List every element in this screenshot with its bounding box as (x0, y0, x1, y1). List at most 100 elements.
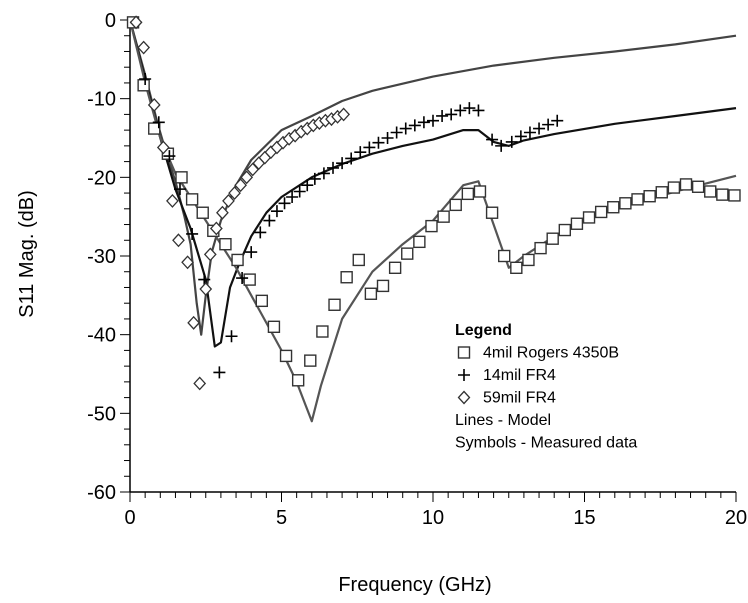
point-plus (254, 226, 267, 239)
point-square (546, 232, 559, 245)
point-square (510, 261, 523, 274)
point-plus (213, 366, 226, 379)
point-plus (408, 119, 421, 132)
point-square (498, 249, 511, 263)
point-square (716, 188, 729, 201)
point-square (667, 181, 681, 194)
point-square (175, 171, 188, 184)
x-tick-label: 0 (124, 507, 135, 529)
point-square (449, 198, 462, 212)
y-tick-label: 0 (105, 10, 116, 32)
point-diamond (240, 170, 254, 185)
point-plus (372, 136, 385, 149)
legend-entry-label: 14mil FR4 (483, 367, 556, 384)
legend-diamond-icon (457, 390, 471, 405)
point-plus (198, 273, 211, 286)
point-plus (336, 157, 349, 170)
point-square (655, 186, 668, 199)
legend-entry-label: 4mil Rogers 4350B (483, 345, 619, 362)
point-plus (399, 122, 412, 135)
point-square (485, 206, 499, 219)
point-square (255, 294, 269, 308)
point-square (304, 354, 317, 367)
legend: Legend 4mil Rogers 4350B 14mil FR4 59mil FR… (455, 322, 637, 452)
measured-markers (126, 15, 741, 391)
point-plus (533, 122, 546, 135)
point-diamond (193, 376, 207, 391)
point-square (704, 185, 717, 198)
point-square (594, 205, 608, 219)
x-tick-label: 10 (422, 507, 444, 529)
point-plus (139, 73, 152, 85)
point-square (473, 185, 487, 198)
point-square (364, 287, 378, 300)
point-square (279, 349, 293, 363)
point-diamond (147, 97, 161, 112)
point-square (728, 189, 741, 202)
point-diamond (166, 193, 179, 208)
y-axis-label: S11 Mag. (dB) (16, 190, 38, 317)
point-plus (345, 152, 358, 165)
legend-note: Symbols - Measured data (455, 435, 637, 452)
model-line-59mil (128, 19, 737, 336)
point-diamond (199, 282, 213, 297)
point-diamond (222, 193, 235, 208)
point-diamond (337, 107, 350, 122)
y-tick-label: -20 (87, 167, 116, 189)
point-square (582, 211, 596, 224)
point-diamond (203, 247, 217, 262)
point-plus (327, 161, 340, 174)
point-diamond (137, 40, 151, 55)
point-plus (363, 141, 376, 154)
point-square (401, 247, 414, 260)
point-square (679, 178, 693, 191)
point-diamond (228, 186, 241, 201)
point-diamond (181, 255, 194, 270)
point-plus (472, 104, 485, 117)
point-plus (186, 227, 199, 240)
point-square (570, 217, 584, 230)
point-square (388, 261, 402, 274)
point-plus (286, 191, 299, 203)
point-square (328, 298, 341, 311)
point-square (437, 210, 450, 223)
y-tick-label: -30 (87, 246, 116, 268)
point-plus (173, 183, 186, 196)
point-plus (278, 197, 291, 210)
point-plus (163, 150, 176, 163)
point-plus (245, 246, 258, 259)
plot-axes: 0 -10 -20 -30 -40 -50 -60 0 5 10 15 20 (87, 10, 747, 529)
point-square (631, 193, 644, 206)
point-square (643, 190, 656, 203)
point-square (425, 219, 438, 233)
point-plus (390, 126, 403, 139)
point-diamond (172, 233, 185, 248)
point-plus (317, 167, 330, 180)
point-square (461, 187, 475, 201)
point-plus (551, 114, 564, 127)
y-tick-label: -60 (87, 482, 116, 504)
point-diamond (209, 221, 223, 236)
point-plus (225, 330, 238, 343)
point-plus (486, 133, 499, 146)
point-plus (463, 102, 476, 115)
point-plus (152, 116, 165, 129)
x-tick-label: 5 (276, 507, 287, 529)
point-square (316, 325, 329, 338)
point-square (219, 237, 232, 251)
point-plus (293, 185, 306, 198)
point-square (196, 206, 209, 219)
legend-square-icon (457, 346, 471, 359)
point-diamond (129, 15, 143, 30)
legend-plus-icon (458, 369, 470, 381)
x-tick-label: 15 (573, 507, 595, 529)
point-square (267, 320, 281, 333)
point-plus (436, 109, 449, 122)
point-square (231, 253, 244, 267)
y-tick-label: -50 (87, 403, 116, 425)
point-square (413, 235, 426, 249)
point-plus (263, 214, 276, 227)
point-plus (270, 205, 283, 218)
legend-title: Legend (455, 322, 512, 339)
